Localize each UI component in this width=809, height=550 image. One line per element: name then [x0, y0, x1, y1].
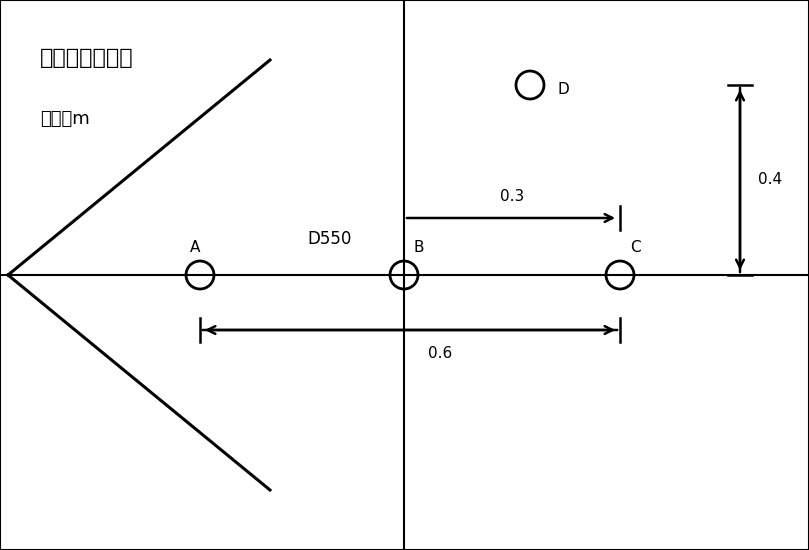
Text: A: A — [190, 240, 200, 255]
Text: D: D — [558, 82, 570, 97]
Text: 0.3: 0.3 — [500, 189, 524, 204]
Text: 0.6: 0.6 — [428, 346, 452, 361]
Text: C: C — [629, 240, 640, 255]
Text: 0.4: 0.4 — [758, 173, 782, 188]
Text: D550: D550 — [307, 230, 352, 248]
Text: 叉柱式回收装置: 叉柱式回收装置 — [40, 48, 133, 68]
Text: B: B — [413, 240, 424, 255]
Text: 单位：m: 单位：m — [40, 110, 90, 128]
